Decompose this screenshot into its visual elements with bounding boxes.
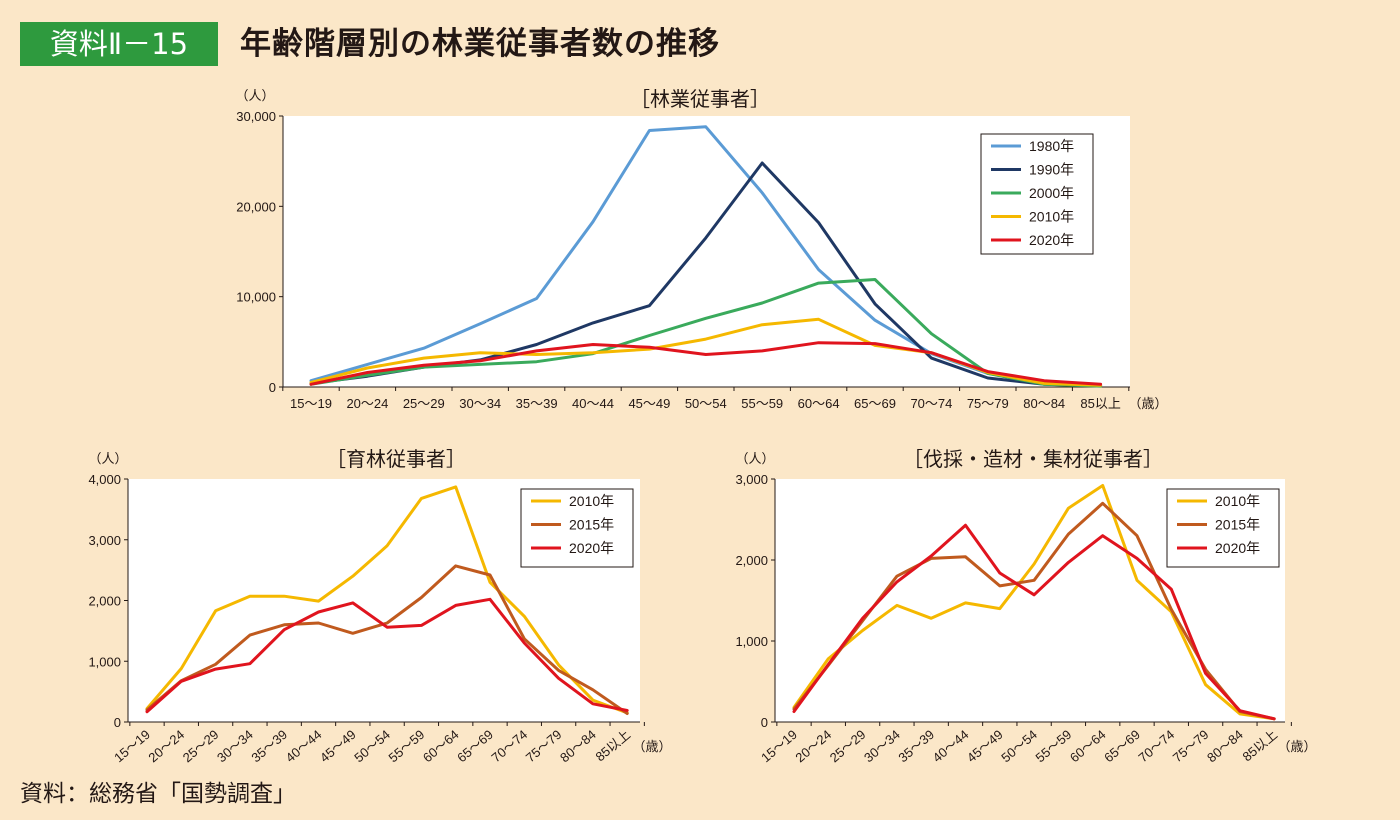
x-tick-label: 85以上 xyxy=(1239,727,1280,765)
x-tick-label: 65～69 xyxy=(1101,727,1143,765)
x-tick-label: 75～79 xyxy=(967,396,1009,411)
legend-label: 1980年 xyxy=(1029,138,1074,154)
legend-label: 2015年 xyxy=(1215,517,1260,533)
legend-label: 2015年 xyxy=(569,517,614,533)
x-tick-label: 75～79 xyxy=(1170,727,1212,765)
x-tick-label: 85以上 xyxy=(1080,396,1120,411)
figure-number-badge: 資料Ⅱ－15 xyxy=(20,22,218,66)
page-title: 年齢階層別の林業従事者数の推移 xyxy=(240,26,720,62)
chart-3: ［伐採・造材・集材従事者］ （人） 0 1,000 2,000 3,000 15～1920～… xyxy=(735,447,1316,765)
x-tick-label: 75～79 xyxy=(523,727,565,765)
x-tick-label: 60～64 xyxy=(1067,727,1109,765)
x-tick-label: 25～29 xyxy=(827,727,869,765)
y-tick-label: 2,000 xyxy=(735,553,768,568)
x-tick-label: 35～39 xyxy=(895,727,937,765)
x-tick-label: 80～84 xyxy=(557,727,599,765)
y-tick-label: 1,000 xyxy=(88,654,121,669)
x-tick-label: 70～74 xyxy=(910,396,952,411)
x-tick-label: 70～74 xyxy=(1135,727,1177,765)
y-tick-label: 0 xyxy=(114,715,121,730)
y-tick-label: 3,000 xyxy=(735,472,768,487)
legend-label: 2010年 xyxy=(1029,209,1074,225)
x-tick-label: 80～84 xyxy=(1023,396,1065,411)
chart-1: ［林業従事者］ （人） 0 10,000 20,000 30,000 15～19 20～24 2… xyxy=(235,87,1167,412)
x-tick-label: 70～74 xyxy=(488,727,530,765)
y-tick-label: 2,000 xyxy=(88,594,121,609)
x-tick-label: 45～49 xyxy=(628,396,670,411)
x-unit-label: （歳） xyxy=(1128,397,1167,412)
x-tick-label: 40～44 xyxy=(930,727,972,765)
legend-label: 2020年 xyxy=(1029,232,1074,248)
x-tick-label: 30～34 xyxy=(459,396,501,411)
chart-title: ［林業従事者］ xyxy=(630,87,770,111)
chart-title: ［育林従事者］ xyxy=(326,447,466,471)
x-tick-label: 60～64 xyxy=(420,727,462,765)
y-tick-label: 0 xyxy=(269,380,276,395)
legend-label: 1990年 xyxy=(1029,162,1074,178)
x-tick-label: 80～84 xyxy=(1204,727,1246,765)
x-tick-label: 15～19 xyxy=(758,727,800,765)
y-tick-label: 10,000 xyxy=(236,290,276,305)
legend: 1980年 1990年 2000年 2010年 2020年 xyxy=(980,133,1094,255)
y-tick-label: 30,000 xyxy=(236,109,276,124)
x-tick-label: 30～34 xyxy=(861,727,903,765)
legend-label: 2020年 xyxy=(1215,540,1260,556)
y-tick-label: 4,000 xyxy=(88,472,121,487)
x-tick-label: 40～44 xyxy=(283,727,325,765)
x-tick-label: 35～39 xyxy=(248,727,290,765)
y-tick-label: 0 xyxy=(761,715,768,730)
legend: 2010年 2015年 2020年 xyxy=(520,488,634,568)
x-unit-label: （歳） xyxy=(1277,740,1316,755)
x-tick-label: 15～19 xyxy=(290,396,332,411)
x-tick-label: 40～44 xyxy=(572,396,614,411)
legend-label: 2020年 xyxy=(569,540,614,556)
x-tick-label: 60～64 xyxy=(798,396,840,411)
series-line-2020年 xyxy=(792,523,1276,721)
x-tick-label: 85以上 xyxy=(592,727,633,765)
series-line-2010年 xyxy=(792,484,1276,721)
x-tick-label: 65～69 xyxy=(454,727,496,765)
y-unit-label: （人） xyxy=(235,89,274,104)
series-line-2000年 xyxy=(309,278,1103,388)
x-tick-label: 35～39 xyxy=(516,396,558,411)
legend-label: 2010年 xyxy=(569,493,614,509)
source-note: 資料：総務省「国勢調査」 xyxy=(20,781,296,807)
legend-label: 2010年 xyxy=(1215,493,1260,509)
chart-title: ［伐採・造材・集材従事者］ xyxy=(903,447,1163,471)
series-line-2015年 xyxy=(145,564,629,715)
x-unit-label: （歳） xyxy=(632,740,671,755)
y-tick-label: 20,000 xyxy=(236,199,276,214)
series-line-2020年 xyxy=(145,597,629,714)
x-tick-label: 20～24 xyxy=(792,727,834,765)
x-tick-label: 55～59 xyxy=(1033,727,1075,765)
x-tick-label: 45～49 xyxy=(317,727,359,765)
series-line-2010年 xyxy=(145,485,629,715)
x-tick-label: 25～29 xyxy=(403,396,445,411)
x-tick-label: 20～24 xyxy=(346,396,388,411)
legend-label: 2000年 xyxy=(1029,185,1074,201)
x-tick-label: 55～59 xyxy=(741,396,783,411)
y-tick-label: 3,000 xyxy=(88,533,121,548)
x-tick-label: 30～34 xyxy=(214,727,256,765)
x-tick-label: 55～59 xyxy=(386,727,428,765)
x-tick-label: 15～19 xyxy=(111,727,153,765)
y-unit-label: （人） xyxy=(735,452,774,467)
x-tick-label: 20～24 xyxy=(145,727,187,765)
x-tick-label: 50～54 xyxy=(685,396,727,411)
x-tick-label: 50～54 xyxy=(998,727,1040,765)
legend: 2010年 2015年 2020年 xyxy=(1166,488,1280,568)
y-tick-label: 1,000 xyxy=(735,634,768,649)
y-unit-label: （人） xyxy=(88,452,127,467)
series-line-2020年 xyxy=(309,341,1103,386)
x-tick-label: 65～69 xyxy=(854,396,896,411)
x-tick-label: 25～29 xyxy=(180,727,222,765)
chart-2: ［育林従事者］ （人） 0 1,000 2,000 3,000 4,000 15～1920～2… xyxy=(88,447,671,765)
x-tick-label: 45～49 xyxy=(964,727,1006,765)
x-tick-label: 50～54 xyxy=(351,727,393,765)
